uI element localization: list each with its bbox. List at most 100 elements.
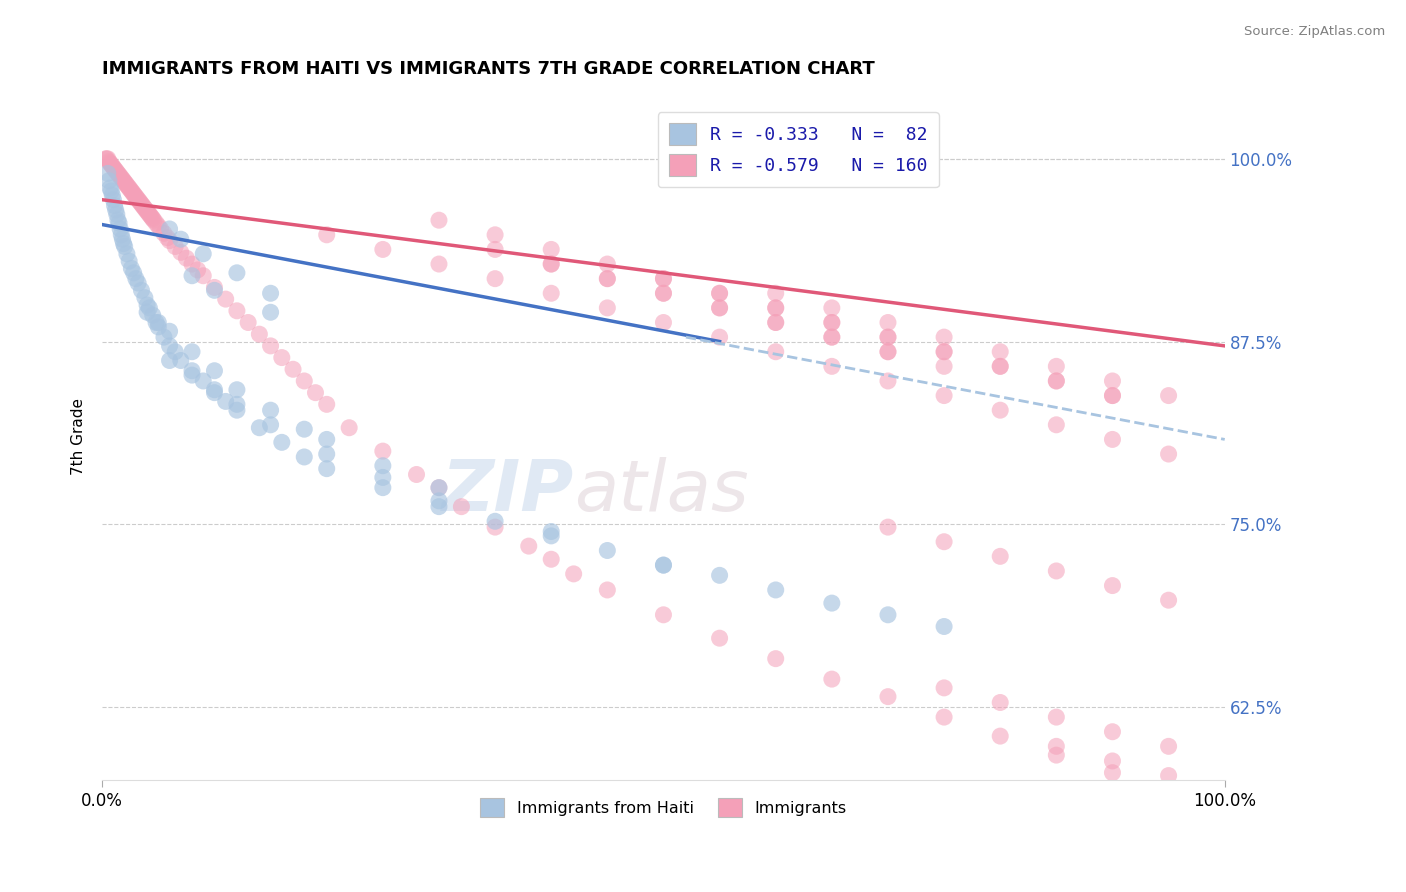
- Point: [821, 316, 844, 330]
- Point: [932, 710, 955, 724]
- Point: [170, 245, 193, 260]
- Point: [932, 388, 955, 402]
- Text: atlas: atlas: [574, 457, 748, 526]
- Point: [129, 195, 152, 210]
- Point: [131, 198, 153, 212]
- Point: [134, 291, 156, 305]
- Point: [204, 383, 226, 397]
- Point: [247, 327, 270, 342]
- Point: [821, 672, 844, 686]
- Point: [540, 524, 562, 539]
- Point: [145, 216, 167, 230]
- Point: [247, 421, 270, 435]
- Point: [988, 359, 1011, 374]
- Point: [765, 301, 787, 315]
- Point: [104, 163, 127, 178]
- Point: [1101, 388, 1123, 402]
- Point: [315, 447, 337, 461]
- Point: [292, 450, 315, 464]
- Point: [131, 284, 153, 298]
- Point: [877, 690, 900, 704]
- Point: [118, 254, 141, 268]
- Point: [709, 568, 731, 582]
- Point: [187, 263, 209, 277]
- Point: [181, 257, 204, 271]
- Point: [1101, 724, 1123, 739]
- Point: [315, 397, 337, 411]
- Point: [125, 191, 148, 205]
- Point: [988, 729, 1011, 743]
- Point: [170, 232, 193, 246]
- Point: [315, 433, 337, 447]
- Point: [165, 239, 187, 253]
- Point: [1213, 801, 1236, 815]
- Point: [371, 470, 394, 484]
- Point: [371, 444, 394, 458]
- Point: [98, 181, 121, 195]
- Point: [540, 243, 562, 257]
- Point: [540, 552, 562, 566]
- Point: [111, 232, 134, 246]
- Point: [159, 324, 181, 338]
- Point: [259, 417, 281, 432]
- Point: [821, 330, 844, 344]
- Point: [97, 152, 120, 166]
- Point: [193, 247, 215, 261]
- Point: [193, 374, 215, 388]
- Point: [181, 268, 204, 283]
- Text: Source: ZipAtlas.com: Source: ZipAtlas.com: [1244, 25, 1385, 38]
- Point: [138, 301, 160, 315]
- Point: [652, 271, 675, 285]
- Point: [932, 359, 955, 374]
- Point: [141, 211, 163, 225]
- Point: [124, 188, 146, 202]
- Point: [114, 175, 136, 189]
- Point: [120, 261, 142, 276]
- Point: [988, 403, 1011, 417]
- Point: [877, 316, 900, 330]
- Point: [405, 467, 427, 482]
- Point: [159, 234, 181, 248]
- Point: [988, 344, 1011, 359]
- Point: [765, 316, 787, 330]
- Point: [484, 227, 506, 242]
- Point: [596, 257, 619, 271]
- Point: [121, 186, 143, 200]
- Point: [170, 353, 193, 368]
- Point: [596, 271, 619, 285]
- Point: [1045, 374, 1067, 388]
- Point: [932, 330, 955, 344]
- Point: [259, 403, 281, 417]
- Point: [821, 330, 844, 344]
- Point: [540, 286, 562, 301]
- Point: [132, 200, 155, 214]
- Point: [765, 582, 787, 597]
- Point: [236, 316, 259, 330]
- Point: [104, 202, 127, 217]
- Point: [1045, 739, 1067, 754]
- Point: [101, 159, 124, 173]
- Point: [427, 500, 450, 514]
- Point: [932, 344, 955, 359]
- Point: [94, 152, 117, 166]
- Point: [136, 204, 159, 219]
- Point: [270, 435, 292, 450]
- Point: [204, 280, 226, 294]
- Point: [108, 169, 131, 184]
- Point: [153, 330, 176, 344]
- Point: [292, 374, 315, 388]
- Point: [127, 276, 149, 290]
- Point: [159, 339, 181, 353]
- Point: [988, 696, 1011, 710]
- Point: [98, 156, 121, 170]
- Point: [1157, 388, 1180, 402]
- Point: [142, 213, 165, 227]
- Point: [159, 353, 181, 368]
- Point: [596, 271, 619, 285]
- Point: [709, 631, 731, 645]
- Point: [596, 582, 619, 597]
- Point: [652, 286, 675, 301]
- Point: [427, 257, 450, 271]
- Point: [118, 181, 141, 195]
- Point: [821, 596, 844, 610]
